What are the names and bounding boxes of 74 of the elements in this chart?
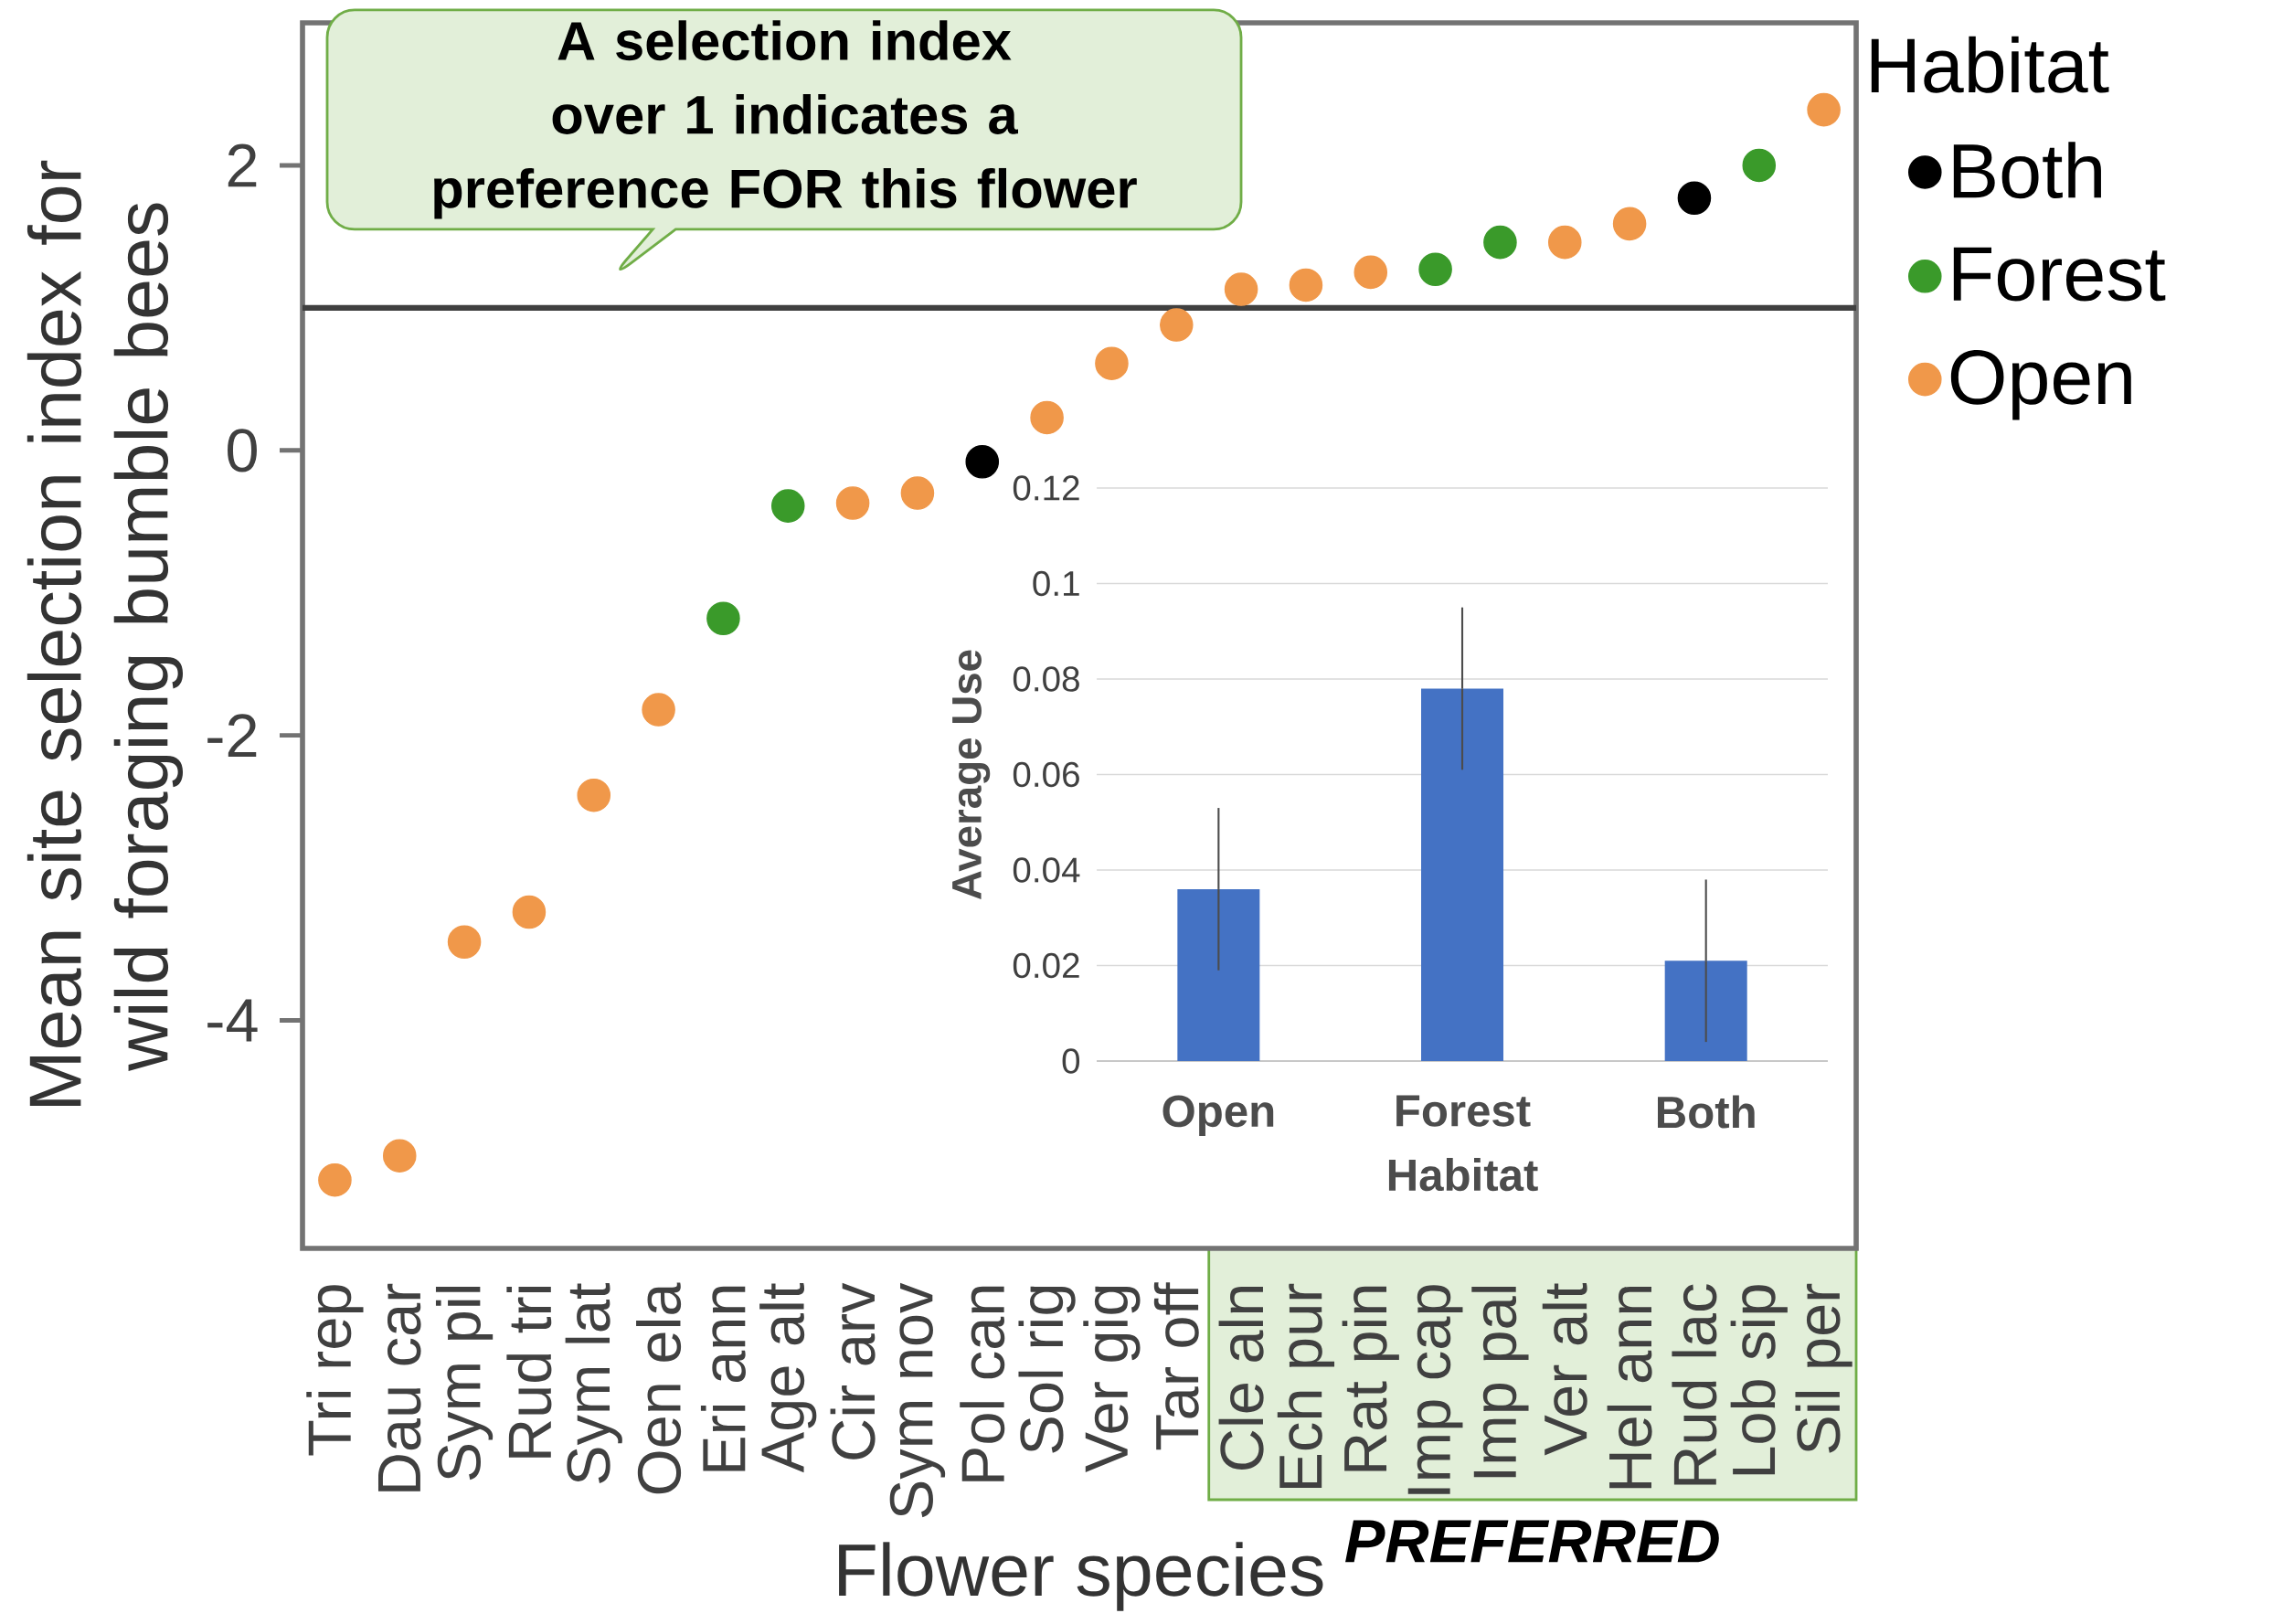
x-tick-label: Open bbox=[1162, 1095, 1274, 1136]
annotation: A selection index over 1 indicates a preference FOR this flower bbox=[434, 20, 1137, 219]
point bbox=[382, 1139, 417, 1173]
point bbox=[900, 476, 935, 510]
point bbox=[770, 489, 805, 523]
y-axis-title: Mean site selection index for wild foraging bumble bees bbox=[27, 160, 184, 1107]
bar bbox=[1177, 888, 1260, 1061]
x-tick-label: Sym pil bbox=[435, 1286, 494, 1481]
point bbox=[318, 1162, 352, 1197]
y-axis-title: Average Use bbox=[952, 650, 991, 899]
x-tick-label: Both bbox=[1657, 1095, 1755, 1129]
point bbox=[1483, 225, 1517, 260]
y-tick-label: 0.02 bbox=[1013, 952, 1079, 979]
x-tick-label: Ech pur bbox=[1277, 1283, 1335, 1489]
point bbox=[1095, 346, 1129, 380]
point bbox=[835, 486, 870, 520]
x-tick-label: Sol rig bbox=[1018, 1286, 1076, 1453]
x-tick-label: Imp pal bbox=[1471, 1286, 1529, 1478]
point bbox=[1612, 207, 1647, 241]
x-tick-label: Oen ela bbox=[636, 1282, 682, 1494]
point bbox=[1030, 400, 1064, 435]
legend-label: Both bbox=[1953, 142, 2101, 199]
y-tick-label: 0.1 bbox=[1033, 570, 1079, 597]
y-tick-label: 0.12 bbox=[1013, 475, 1079, 501]
y-tick-label: -4 bbox=[207, 999, 258, 1042]
y-tick-label: 0.08 bbox=[1013, 666, 1079, 692]
y-tick-label: 2 bbox=[228, 143, 257, 187]
bar bbox=[1421, 688, 1504, 1061]
x-tick-label: Eri ann bbox=[700, 1286, 746, 1471]
x-tick-label: Sym nov bbox=[889, 1282, 946, 1518]
x-tick-label: Pol can bbox=[960, 1286, 1005, 1481]
legend-title: Habitat bbox=[1871, 36, 2109, 93]
legend-label: Open bbox=[1950, 350, 2131, 420]
x-axis-title: Flower species bbox=[839, 1542, 1323, 1611]
x-tick-label: Lob sip bbox=[1730, 1285, 1788, 1475]
legend-label: Forest bbox=[1953, 247, 2166, 302]
point bbox=[577, 778, 611, 812]
point bbox=[1159, 308, 1194, 342]
x-tick-label: Rud lac bbox=[1672, 1284, 1717, 1485]
point bbox=[1807, 92, 1841, 127]
x-tick-label: Cir arv bbox=[830, 1282, 876, 1459]
x-tick-label: Hel ann bbox=[1607, 1286, 1652, 1489]
point bbox=[1418, 252, 1452, 287]
x-tick-label: Cle aln bbox=[1218, 1286, 1264, 1470]
x-tick-label: Sil per bbox=[1795, 1283, 1852, 1453]
point bbox=[1742, 148, 1777, 183]
point bbox=[965, 444, 1000, 479]
x-tick-label: Sym lat bbox=[565, 1282, 622, 1484]
y-tick-label: 0 bbox=[228, 429, 257, 472]
point bbox=[1224, 272, 1258, 306]
y-tick-label: -2 bbox=[207, 714, 257, 757]
x-tick-label: Rat pin bbox=[1342, 1286, 1399, 1471]
point bbox=[512, 895, 547, 929]
x-tick-label: Ver alt bbox=[1542, 1282, 1587, 1456]
y-tick-label: 0.04 bbox=[1013, 857, 1080, 883]
point bbox=[447, 925, 482, 960]
x-tick-label: Ver gig bbox=[1083, 1286, 1141, 1473]
point bbox=[1354, 255, 1388, 290]
x-tick-label: Rud tri bbox=[506, 1287, 552, 1458]
point bbox=[642, 693, 675, 727]
point bbox=[1289, 268, 1323, 303]
x-tick-label: Dau car bbox=[377, 1283, 421, 1491]
y-tick-label: 0.06 bbox=[1013, 761, 1079, 788]
x-tick-label: Imp cap bbox=[1407, 1285, 1463, 1494]
x-tick-label: Tri rep bbox=[306, 1285, 364, 1456]
point bbox=[706, 601, 740, 636]
point bbox=[1547, 225, 1582, 260]
point bbox=[1677, 181, 1712, 216]
x-tick-label: Tar off bbox=[1153, 1282, 1199, 1450]
x-tick-label: Forest bbox=[1396, 1095, 1531, 1127]
y-tick-label: 0 bbox=[1062, 1048, 1080, 1074]
x-tick-label: Age alt bbox=[759, 1283, 817, 1473]
text: PREFERRED bbox=[1345, 1520, 1719, 1563]
x-axis-title: Habitat bbox=[1388, 1158, 1538, 1192]
